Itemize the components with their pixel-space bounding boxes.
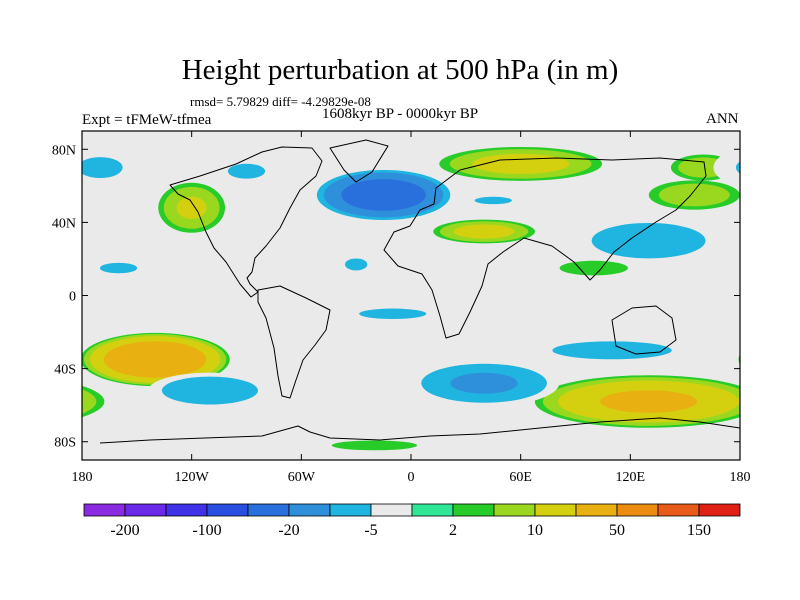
anomaly-contour <box>591 222 706 259</box>
colorbar-label: -5 <box>364 522 377 539</box>
x-tick-label: 60E <box>509 470 532 485</box>
coastlines <box>99 139 740 444</box>
colorbar-swatch <box>411 503 454 517</box>
coast-antarctica <box>99 417 740 444</box>
anomaly-contour <box>735 161 740 174</box>
anomaly-contour <box>161 376 259 405</box>
colorbar-swatch <box>165 503 208 517</box>
colorbar-swatch <box>206 503 249 517</box>
x-tick-label: 60W <box>288 470 316 485</box>
anomaly-contour <box>331 440 418 451</box>
anomaly-contour <box>344 258 368 271</box>
colorbar-swatch <box>83 503 126 517</box>
anomaly-contour <box>450 372 518 394</box>
x-tick-label: 120E <box>616 470 646 485</box>
colorbar-label: -20 <box>278 522 299 539</box>
colorbar-swatch <box>616 503 659 517</box>
colorbar-swatch <box>493 503 536 517</box>
x-tick-label: 120W <box>175 470 210 485</box>
anomaly-contour <box>227 163 266 179</box>
anomaly-contour <box>600 390 698 413</box>
anomaly-contour <box>472 153 570 175</box>
anomaly-contour <box>103 341 207 378</box>
colorbar-swatch <box>452 503 495 517</box>
colorbar-label: 150 <box>687 522 711 539</box>
stats-line: rmsd= 5.79829 diff= -4.29829e-08 <box>190 94 371 109</box>
colorbar-swatch <box>329 503 372 517</box>
coast-greenland <box>329 139 389 183</box>
anomaly-contour <box>99 262 138 274</box>
colorbar-label: -100 <box>192 522 221 539</box>
colorbar-swatch <box>575 503 618 517</box>
colorbar-label: -200 <box>110 522 139 539</box>
anomaly-contour <box>341 179 426 211</box>
anomaly-contour <box>82 157 123 178</box>
anomaly-contour <box>453 224 515 239</box>
axis-layer: 180 120W 60W 0 60E 120E 180 80N 40N 0 40S 80S <box>52 131 751 485</box>
colorbar-swatch <box>534 503 577 517</box>
y-tick-label: 0 <box>69 290 76 305</box>
anomaly-contour <box>559 260 628 276</box>
colorbar-swatch <box>288 503 331 517</box>
colorbar-label: 50 <box>609 522 625 539</box>
period-label: 1608kyr BP - 0000kyr BP <box>322 106 479 122</box>
chart-title: Height perturbation at 500 hPa (in m) <box>181 54 619 86</box>
anomaly-contour <box>738 354 740 365</box>
anomaly-contour <box>552 341 672 360</box>
colorbar-label: 2 <box>449 522 457 539</box>
anomaly-contour <box>82 389 97 414</box>
coast-australia <box>611 305 677 355</box>
y-tick-label: 80N <box>52 143 76 158</box>
anomaly-layer <box>82 146 740 451</box>
anomaly-contour <box>713 148 740 187</box>
coast-north-america <box>169 146 323 298</box>
y-tick-label: 80S <box>54 436 76 451</box>
colorbar-swatch <box>247 503 290 517</box>
anomaly-contour <box>474 196 512 205</box>
x-tick-label: 180 <box>72 470 93 485</box>
colorbar-swatch <box>370 503 413 517</box>
y-tick-label: 40N <box>52 216 76 231</box>
x-tick-label: 0 <box>408 470 415 485</box>
colorbar-label: 10 <box>527 522 543 539</box>
colorbar-swatch <box>698 503 741 517</box>
season-label: ANN <box>706 111 739 127</box>
colorbar: -200 -100 -20 -5 2 10 50 150 <box>83 503 741 539</box>
experiment-label: Expt = tFMeW-tfmea <box>82 112 212 128</box>
colorbar-swatch <box>657 503 700 517</box>
anomaly-contour <box>739 266 740 271</box>
x-tick-label: 180 <box>730 470 751 485</box>
colorbar-swatch <box>124 503 167 517</box>
anomaly-contour <box>658 183 730 207</box>
coast-south-america <box>257 285 331 399</box>
y-tick-label: 40S <box>54 363 76 378</box>
anomaly-contour <box>359 308 427 320</box>
coast-eurasia-africa <box>383 157 707 339</box>
anomaly-contour <box>176 196 207 219</box>
